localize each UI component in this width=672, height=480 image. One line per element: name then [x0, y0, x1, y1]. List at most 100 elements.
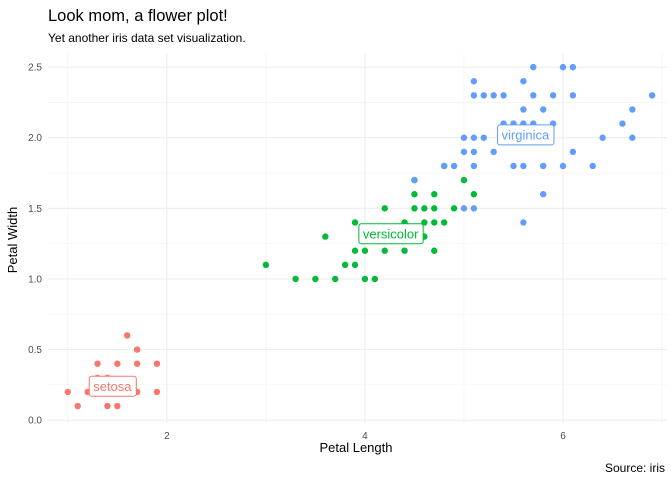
y-tick-label: 0.5 — [28, 345, 42, 356]
data-point-virginica — [540, 191, 547, 198]
data-point-virginica — [569, 63, 577, 71]
x-tick-label: 4 — [362, 431, 368, 442]
data-point-versicolor — [351, 261, 359, 269]
x-tick-label: 2 — [164, 431, 170, 442]
data-point-virginica — [549, 92, 557, 99]
data-point-versicolor — [431, 205, 438, 212]
data-point-versicolor — [332, 275, 339, 283]
data-point-versicolor — [431, 219, 438, 226]
chart-subtitle: Yet another iris data set visualization. — [48, 31, 246, 45]
data-point-virginica — [490, 92, 497, 99]
label-box-virginica — [497, 124, 555, 146]
data-point-setosa — [124, 332, 131, 339]
data-point-versicolor — [470, 191, 478, 198]
data-point-versicolor — [351, 247, 359, 254]
data-point-virginica — [520, 106, 527, 113]
data-point-versicolor — [421, 205, 428, 212]
y-axis-title: Petal Width — [5, 207, 20, 273]
data-point-virginica — [540, 106, 547, 113]
label-text-versicolor: versicolor — [363, 226, 419, 241]
data-point-virginica — [510, 162, 517, 170]
data-point-virginica — [460, 134, 468, 141]
data-point-virginica — [470, 134, 478, 141]
data-point-versicolor — [431, 191, 438, 198]
axis-ticks: 2 4 6 0.0 0.5 1.0 1.5 2.0 2.5 — [28, 63, 566, 442]
data-point-virginica — [619, 120, 626, 127]
label-versicolor: versicolor — [358, 223, 424, 245]
data-point-virginica — [530, 63, 537, 71]
data-point-virginica — [629, 106, 636, 113]
data-point-versicolor — [341, 261, 349, 269]
label-text-virginica: virginica — [502, 127, 550, 142]
data-point-setosa — [114, 360, 121, 367]
data-point-versicolor — [450, 205, 458, 212]
data-point-virginica — [540, 162, 547, 170]
label-box-setosa — [88, 375, 137, 397]
y-tick-label: 2.0 — [28, 133, 42, 144]
data-point-virginica — [460, 148, 468, 156]
y-tick-label: 1.5 — [28, 204, 42, 215]
data-point-versicolor — [411, 205, 418, 212]
data-point-versicolor — [292, 275, 299, 283]
data-point-virginica — [480, 92, 487, 99]
data-point-virginica — [470, 148, 478, 156]
data-point-virginica — [599, 134, 606, 141]
data-point-virginica — [470, 205, 478, 212]
data-point-virginica — [470, 78, 478, 85]
x-tick-label: 6 — [560, 431, 566, 442]
y-tick-label: 2.5 — [28, 63, 42, 74]
label-virginica: virginica — [497, 124, 555, 146]
data-point-virginica — [500, 92, 507, 99]
data-point-virginica — [569, 92, 577, 99]
data-point-setosa — [94, 360, 101, 367]
data-point-virginica — [490, 148, 497, 156]
data-point-versicolor — [381, 247, 388, 254]
y-tick-label: 0.0 — [28, 416, 42, 427]
data-point-virginica — [648, 92, 656, 99]
data-point-versicolor — [361, 247, 369, 254]
data-point-setosa — [133, 346, 141, 353]
chart-caption: Source: iris — [605, 461, 665, 475]
data-point-virginica — [559, 63, 567, 71]
data-point-versicolor — [371, 275, 379, 283]
label-box-versicolor — [358, 223, 424, 245]
data-point-versicolor — [440, 219, 448, 226]
species-labels: setosa versicolor virginica — [88, 124, 555, 397]
data-point-virginica — [589, 162, 596, 170]
data-point-virginica — [569, 148, 577, 156]
data-point-setosa — [133, 360, 141, 367]
data-point-versicolor — [381, 205, 388, 212]
data-point-setosa — [153, 360, 161, 367]
data-point-versicolor — [460, 176, 468, 184]
data-point-versicolor — [322, 233, 329, 240]
data-point-virginica — [470, 92, 478, 99]
data-point-versicolor — [411, 191, 418, 198]
label-text-setosa: setosa — [93, 379, 132, 394]
data-point-versicolor — [312, 275, 319, 283]
data-point-versicolor — [262, 261, 270, 269]
data-point-virginica — [629, 134, 636, 141]
data-point-virginica — [520, 219, 527, 226]
grid-lines — [48, 53, 667, 423]
data-point-setosa — [104, 402, 111, 410]
data-point-virginica — [450, 162, 458, 170]
data-point-virginica — [460, 205, 468, 212]
y-tick-label: 1.0 — [28, 274, 42, 285]
data-point-setosa — [74, 402, 81, 410]
data-point-versicolor — [351, 219, 359, 226]
data-point-virginica — [480, 134, 487, 141]
data-point-virginica — [411, 176, 418, 184]
data-point-setosa — [64, 388, 72, 396]
data-point-virginica — [520, 78, 527, 85]
data-point-versicolor — [431, 247, 438, 254]
chart-title: Look mom, a flower plot! — [48, 7, 228, 25]
data-point-virginica — [520, 162, 527, 170]
data-point-versicolor — [401, 247, 408, 254]
data-point-setosa — [114, 402, 121, 410]
x-axis-title: Petal Length — [319, 440, 392, 455]
data-point-virginica — [440, 162, 448, 170]
data-point-setosa — [153, 388, 161, 396]
data-point-versicolor — [361, 275, 369, 283]
data-point-virginica — [530, 92, 537, 99]
